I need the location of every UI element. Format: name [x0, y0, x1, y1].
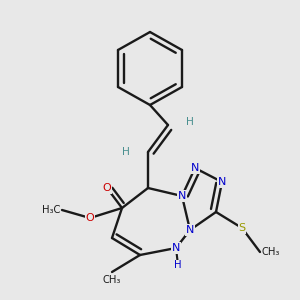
Text: H₃C: H₃C: [42, 205, 60, 215]
Text: N: N: [191, 163, 199, 173]
Text: H: H: [174, 260, 182, 270]
Text: N: N: [178, 191, 186, 201]
Text: H: H: [122, 147, 130, 157]
Text: N: N: [218, 177, 226, 187]
Text: O: O: [85, 213, 94, 223]
Text: O: O: [103, 183, 111, 193]
Text: CH₃: CH₃: [262, 247, 280, 257]
Text: H: H: [186, 117, 194, 127]
Text: H: H: [122, 147, 130, 157]
Text: N: N: [186, 225, 194, 235]
Text: N: N: [172, 243, 180, 253]
Text: H: H: [186, 117, 194, 127]
Text: CH₃: CH₃: [103, 275, 121, 285]
Text: S: S: [238, 223, 246, 233]
